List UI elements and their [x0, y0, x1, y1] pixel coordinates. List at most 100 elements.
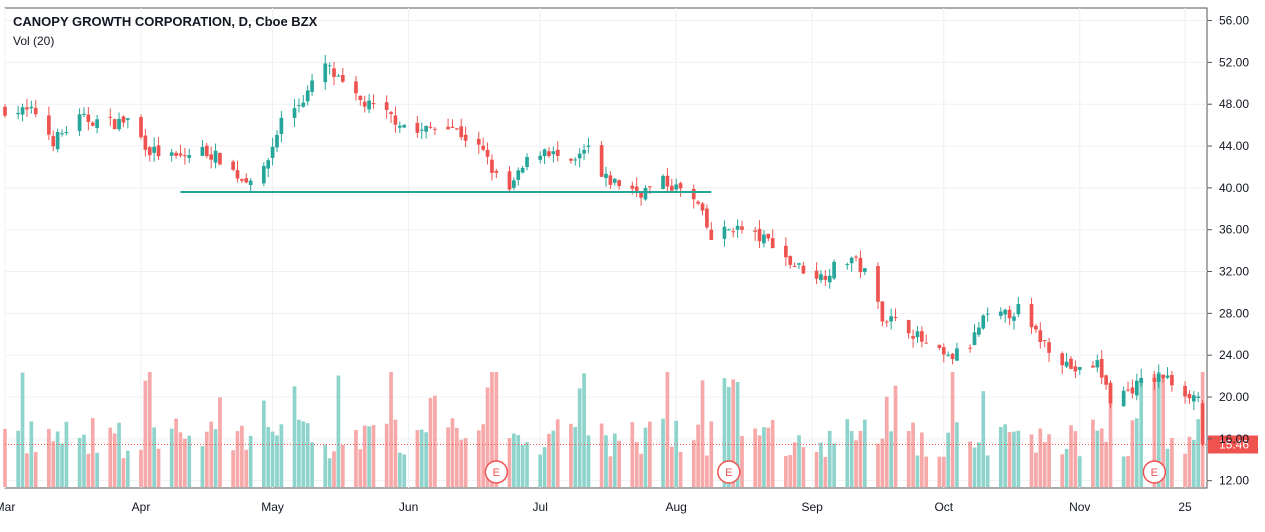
volume-bar: [972, 447, 977, 487]
volume-bar: [849, 431, 854, 487]
candle-body: [608, 175, 613, 185]
volume-bar: [1038, 428, 1043, 487]
candle-body: [920, 331, 924, 342]
volume-bar: [231, 450, 235, 487]
volume-bar: [968, 441, 972, 487]
candle-body: [950, 353, 955, 360]
volume-bar: [1034, 452, 1038, 487]
candle-body: [463, 134, 468, 141]
volume-bar: [709, 421, 714, 487]
volume-bar: [691, 440, 696, 487]
volume-bar: [762, 427, 766, 487]
candle-body: [862, 268, 867, 272]
volume-bar: [279, 424, 284, 487]
candle-body: [415, 122, 420, 133]
volume-bar: [1191, 440, 1196, 487]
candle-body: [1003, 309, 1008, 315]
candle-body: [450, 126, 455, 128]
volume-bar: [187, 435, 192, 487]
volume-bar: [95, 452, 99, 487]
volume-bar: [512, 433, 516, 487]
candle-body: [1012, 316, 1016, 321]
candle-body: [86, 114, 91, 123]
volume-bar: [1121, 456, 1126, 487]
volume-bar: [266, 426, 271, 487]
volume-bar: [845, 419, 850, 487]
volume-bar: [1042, 442, 1047, 487]
volume-bar: [358, 449, 363, 487]
candle-body: [481, 145, 486, 150]
volume-bar: [941, 456, 946, 487]
volume-bar: [551, 430, 556, 487]
candle-body: [178, 153, 183, 156]
candle-body: [981, 315, 986, 329]
candle-body: [858, 257, 863, 273]
y-tick-label: 28.00: [1219, 306, 1249, 320]
candle-body: [740, 226, 744, 230]
x-tick-label: Mar: [0, 500, 15, 514]
volume-bar: [1130, 420, 1135, 487]
candle-body: [832, 261, 836, 279]
volume-bar: [612, 433, 617, 487]
volume-bar: [336, 375, 341, 487]
candle-body: [55, 132, 60, 150]
candle-body: [845, 264, 850, 266]
candle-body: [20, 107, 25, 115]
volume-bar: [297, 419, 301, 487]
volume-bar: [766, 427, 771, 487]
candle-body: [998, 311, 1003, 316]
volume-bar: [832, 443, 836, 487]
x-tick-label: Sep: [802, 500, 824, 514]
volume-bar: [1064, 448, 1069, 487]
volume-bar: [998, 427, 1003, 487]
candle-body: [516, 170, 521, 180]
volume-bar: [218, 397, 222, 487]
candle-body: [665, 175, 670, 187]
x-tick-label: Aug: [666, 500, 687, 514]
earnings-marker: [717, 460, 741, 484]
candle-body: [209, 154, 214, 160]
volume-bar: [450, 418, 455, 487]
candle-body: [884, 321, 889, 323]
candle-body: [547, 151, 551, 157]
candle-body: [244, 178, 249, 183]
volume-bar: [753, 428, 757, 487]
volume-bar: [419, 429, 424, 487]
volume-bar: [946, 432, 951, 487]
candle-body: [555, 149, 560, 156]
volume-bar: [542, 447, 547, 487]
volume-bar: [1170, 437, 1174, 487]
candle-body: [121, 116, 126, 123]
candle-body: [1156, 373, 1161, 382]
volume-bar: [569, 423, 573, 487]
volume-bar: [209, 421, 214, 487]
candle-body: [117, 118, 121, 130]
earnings-marker: [484, 460, 509, 484]
volume-bar: [520, 444, 525, 487]
volume-bar: [823, 456, 828, 487]
candle-body: [446, 126, 450, 130]
last-price-label: 15.46: [1219, 437, 1249, 451]
candle-body: [735, 225, 740, 230]
volume-bar: [661, 418, 665, 487]
volume-bar: [705, 455, 709, 487]
candle-body: [525, 157, 529, 167]
volume-bar: [384, 423, 389, 487]
candle-body: [762, 234, 766, 244]
volume-bar: [924, 456, 929, 487]
candle-body: [643, 187, 648, 200]
volume-bar: [261, 400, 266, 487]
candle-body: [384, 102, 389, 110]
volume-bar: [139, 449, 143, 487]
candle-body: [985, 313, 990, 315]
candle-body: [955, 348, 959, 361]
candle-body: [367, 100, 371, 110]
volume-bar: [858, 430, 863, 487]
candle-body: [617, 180, 622, 186]
candle-body: [297, 105, 301, 107]
candle-body: [3, 106, 7, 116]
earnings-label: E: [493, 467, 500, 479]
candle-body: [82, 113, 86, 115]
